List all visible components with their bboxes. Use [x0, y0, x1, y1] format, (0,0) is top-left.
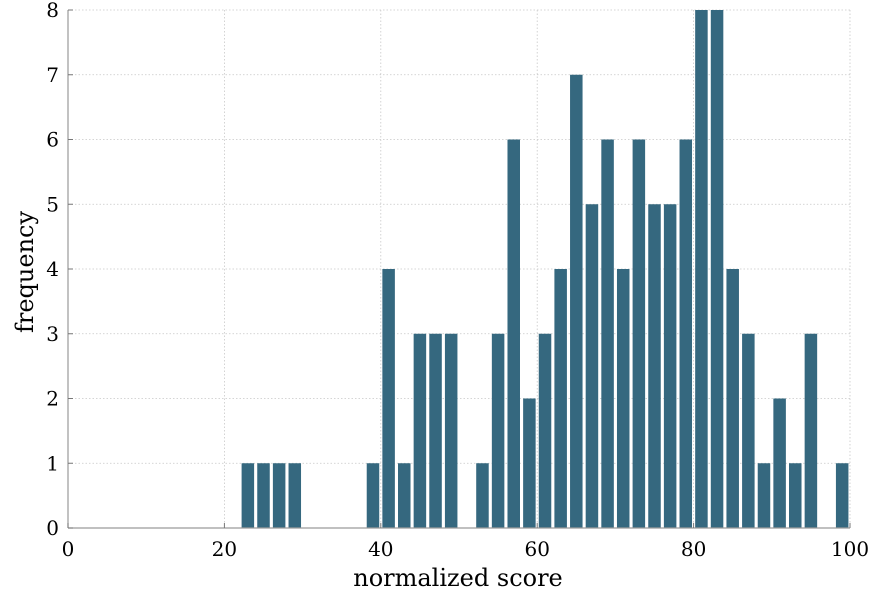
- histogram-bar: [632, 139, 646, 528]
- y-tick-label: 8: [46, 0, 59, 22]
- histogram-bar: [601, 139, 614, 528]
- histogram-bar: [804, 333, 818, 528]
- histogram-bar: [257, 463, 270, 528]
- x-ticks: 0 20 40 60 80 100: [62, 523, 869, 561]
- histogram-bar: [835, 463, 849, 528]
- histogram-bar: [538, 333, 552, 528]
- histogram-bar: [429, 333, 442, 528]
- y-tick-label: 6: [46, 128, 59, 152]
- histogram-bar: [695, 10, 708, 528]
- histogram-bar: [742, 333, 755, 528]
- histogram-bar: [398, 463, 411, 528]
- y-ticks: 0 1 2 3 4 5 6 7 8: [46, 0, 73, 540]
- histogram-bar: [288, 463, 302, 528]
- x-tick-label: 60: [524, 537, 549, 561]
- y-tick-label: 1: [46, 451, 59, 475]
- histogram-bar: [554, 269, 567, 528]
- histogram-bar: [648, 204, 661, 528]
- histogram-bar: [570, 74, 583, 528]
- histogram-bar: [679, 139, 693, 528]
- histogram-bar: [491, 333, 505, 528]
- y-tick-label: 5: [46, 192, 59, 216]
- histogram-bar: [523, 398, 536, 528]
- x-tick-label: 100: [831, 537, 869, 561]
- histogram-bar: [710, 10, 724, 528]
- histogram-bar: [444, 333, 458, 528]
- y-tick-label: 3: [46, 322, 59, 346]
- histogram-bar: [507, 139, 520, 528]
- y-tick-label: 0: [46, 516, 59, 540]
- y-tick-label: 4: [46, 257, 59, 281]
- histogram-bar: [241, 463, 255, 528]
- histogram-bar: [366, 463, 380, 528]
- x-tick-label: 0: [62, 537, 75, 561]
- histogram-bar: [382, 269, 395, 528]
- x-tick-label: 20: [212, 537, 237, 561]
- histogram-bar: [585, 204, 599, 528]
- y-tick-label: 2: [46, 387, 59, 411]
- histogram-bar: [726, 269, 739, 528]
- histogram-bar: [616, 269, 630, 528]
- histogram-bar: [413, 333, 427, 528]
- y-axis-label: frequency: [11, 211, 39, 333]
- histogram-bar: [663, 204, 677, 528]
- x-axis-label: normalized score: [353, 564, 563, 592]
- y-tick-label: 7: [46, 63, 59, 87]
- x-tick-label: 80: [681, 537, 706, 561]
- bars: [241, 10, 849, 528]
- x-tick-label: 40: [368, 537, 393, 561]
- histogram-bar: [789, 463, 802, 528]
- histogram-bar: [272, 463, 286, 528]
- histogram-bar: [773, 398, 786, 528]
- histogram-bar: [476, 463, 489, 528]
- histogram-bar: [757, 463, 771, 528]
